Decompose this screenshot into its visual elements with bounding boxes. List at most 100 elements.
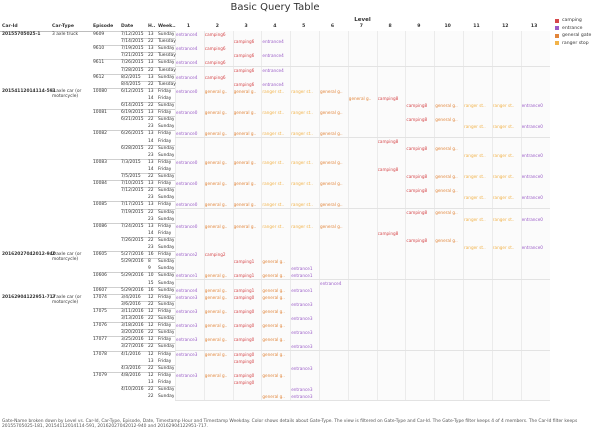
gate-mark[interactable]: ranger st..: [262, 159, 285, 165]
gate-mark[interactable]: general g..: [204, 337, 228, 343]
gate-mark[interactable]: entrance3: [176, 323, 198, 329]
gate-mark[interactable]: general g..: [204, 202, 228, 208]
gate-mark[interactable]: general g..: [320, 88, 343, 94]
gate-mark[interactable]: camping6: [204, 60, 226, 66]
gate-mark[interactable]: entrance0: [176, 223, 198, 229]
gate-mark[interactable]: camping1: [233, 273, 255, 279]
gate-mark[interactable]: camping0: [233, 323, 255, 329]
legend-item-camping[interactable]: camping: [555, 17, 600, 24]
gate-mark[interactable]: camping6: [204, 74, 226, 80]
gate-mark[interactable]: entrance3: [176, 308, 198, 314]
gate-mark[interactable]: entrance3: [176, 372, 198, 378]
gate-mark[interactable]: general g..: [320, 110, 343, 116]
gate-mark[interactable]: ranger st..: [291, 110, 313, 116]
col-header-car-id[interactable]: Car-Id: [2, 24, 18, 29]
gate-mark[interactable]: entrance0: [521, 103, 543, 108]
gate-mark[interactable]: general g..: [262, 337, 285, 343]
gate-mark[interactable]: ranger st..: [464, 152, 486, 158]
gate-mark[interactable]: entrance4: [176, 32, 198, 37]
gate-mark[interactable]: entrance0: [176, 159, 198, 165]
gate-mark[interactable]: entrance0: [521, 195, 543, 201]
gate-mark[interactable]: general g..: [320, 223, 343, 229]
gate-mark[interactable]: general g..: [348, 95, 372, 101]
gate-mark[interactable]: camping8: [406, 103, 428, 108]
gate-mark[interactable]: entrance0: [176, 131, 198, 137]
level-header-13[interactable]: 13: [530, 24, 538, 29]
level-header-12[interactable]: 12: [502, 24, 509, 29]
gate-mark[interactable]: entrance3: [291, 387, 313, 392]
gate-mark[interactable]: general g..: [204, 131, 228, 137]
gate-mark[interactable]: general g..: [262, 323, 285, 329]
gate-mark[interactable]: general g..: [320, 202, 343, 208]
gate-mark[interactable]: ranger st..: [492, 152, 515, 158]
gate-mark[interactable]: general g..: [204, 287, 228, 293]
gate-mark[interactable]: entrance4: [176, 287, 198, 293]
gate-mark[interactable]: general g..: [320, 159, 343, 165]
gate-mark[interactable]: entrance4: [262, 39, 284, 45]
gate-mark[interactable]: camping6: [204, 46, 226, 52]
legend-item-entrance[interactable]: entrance: [555, 25, 600, 32]
gate-mark[interactable]: ranger st..: [464, 103, 486, 108]
gate-mark[interactable]: camping8: [406, 209, 428, 215]
gate-mark[interactable]: ranger st..: [464, 195, 486, 201]
gate-mark[interactable]: camping6: [233, 53, 255, 59]
gate-mark[interactable]: general g..: [435, 103, 458, 108]
gate-mark[interactable]: general g..: [204, 294, 228, 300]
legend-item-general-gate[interactable]: general gate: [555, 32, 600, 39]
gate-mark[interactable]: ranger st..: [291, 131, 313, 137]
gate-mark[interactable]: entrance0: [521, 216, 543, 222]
gate-mark[interactable]: ranger st..: [492, 195, 515, 201]
gate-mark[interactable]: general g..: [233, 181, 257, 187]
gate-mark[interactable]: general g..: [320, 131, 343, 137]
gate-mark[interactable]: camping6: [233, 81, 255, 87]
gate-mark[interactable]: general g..: [204, 323, 228, 329]
gate-mark[interactable]: camping2: [204, 252, 226, 258]
gate-mark[interactable]: general g..: [233, 88, 257, 94]
gate-mark[interactable]: general g..: [233, 131, 257, 137]
gate-mark[interactable]: general g..: [233, 159, 257, 165]
gate-mark[interactable]: ranger st..: [464, 216, 486, 222]
gate-mark[interactable]: ranger st..: [492, 216, 515, 222]
col-header-hour[interactable]: H..: [148, 24, 156, 29]
gate-mark[interactable]: ranger st..: [262, 223, 285, 229]
gate-mark[interactable]: camping0: [233, 294, 255, 300]
gate-mark[interactable]: ranger st..: [291, 223, 313, 229]
gate-mark[interactable]: camping1: [233, 259, 255, 265]
gate-mark[interactable]: entrance1: [291, 287, 313, 293]
gate-mark[interactable]: general g..: [435, 117, 458, 123]
gate-mark[interactable]: general g..: [435, 174, 458, 179]
gate-mark[interactable]: camping8: [406, 174, 428, 179]
gate-mark[interactable]: general g..: [204, 88, 228, 94]
gate-mark[interactable]: entrance0: [176, 181, 198, 187]
gate-mark[interactable]: camping8: [377, 95, 399, 101]
gate-mark[interactable]: entrance1: [176, 273, 198, 279]
gate-mark[interactable]: ranger st..: [464, 124, 486, 130]
gate-mark[interactable]: ranger st..: [492, 245, 515, 250]
gate-mark[interactable]: ranger st..: [464, 174, 486, 179]
gate-mark[interactable]: entrance4: [176, 60, 198, 66]
gate-mark[interactable]: camping0: [233, 308, 255, 314]
level-header-6[interactable]: 6: [330, 24, 335, 29]
gate-mark[interactable]: general g..: [204, 110, 228, 116]
level-header-11[interactable]: 11: [473, 24, 480, 29]
level-header-10[interactable]: 10: [444, 24, 451, 29]
gate-mark[interactable]: ranger st..: [291, 202, 313, 208]
col-header-weekday[interactable]: Week..: [158, 24, 176, 29]
gate-mark[interactable]: general g..: [262, 273, 285, 279]
gate-mark[interactable]: camping8: [406, 145, 428, 151]
gate-mark[interactable]: entrance1: [291, 266, 313, 272]
gate-mark[interactable]: entrance3: [176, 351, 198, 357]
gate-mark[interactable]: general g..: [435, 237, 458, 243]
gate-mark[interactable]: entrance3: [291, 365, 313, 371]
gate-mark[interactable]: general g..: [262, 294, 285, 300]
level-header-1[interactable]: 1: [186, 24, 191, 29]
gate-mark[interactable]: entrance0: [176, 110, 198, 116]
gate-mark[interactable]: entrance2: [176, 252, 198, 258]
gate-mark[interactable]: general g..: [204, 181, 228, 187]
gate-mark[interactable]: ranger st..: [262, 131, 285, 137]
gate-mark[interactable]: general g..: [233, 202, 257, 208]
gate-mark[interactable]: general g..: [204, 308, 228, 314]
gate-mark[interactable]: entrance3: [291, 301, 313, 307]
level-header-3[interactable]: 3: [244, 24, 248, 29]
gate-mark[interactable]: general g..: [233, 110, 257, 116]
